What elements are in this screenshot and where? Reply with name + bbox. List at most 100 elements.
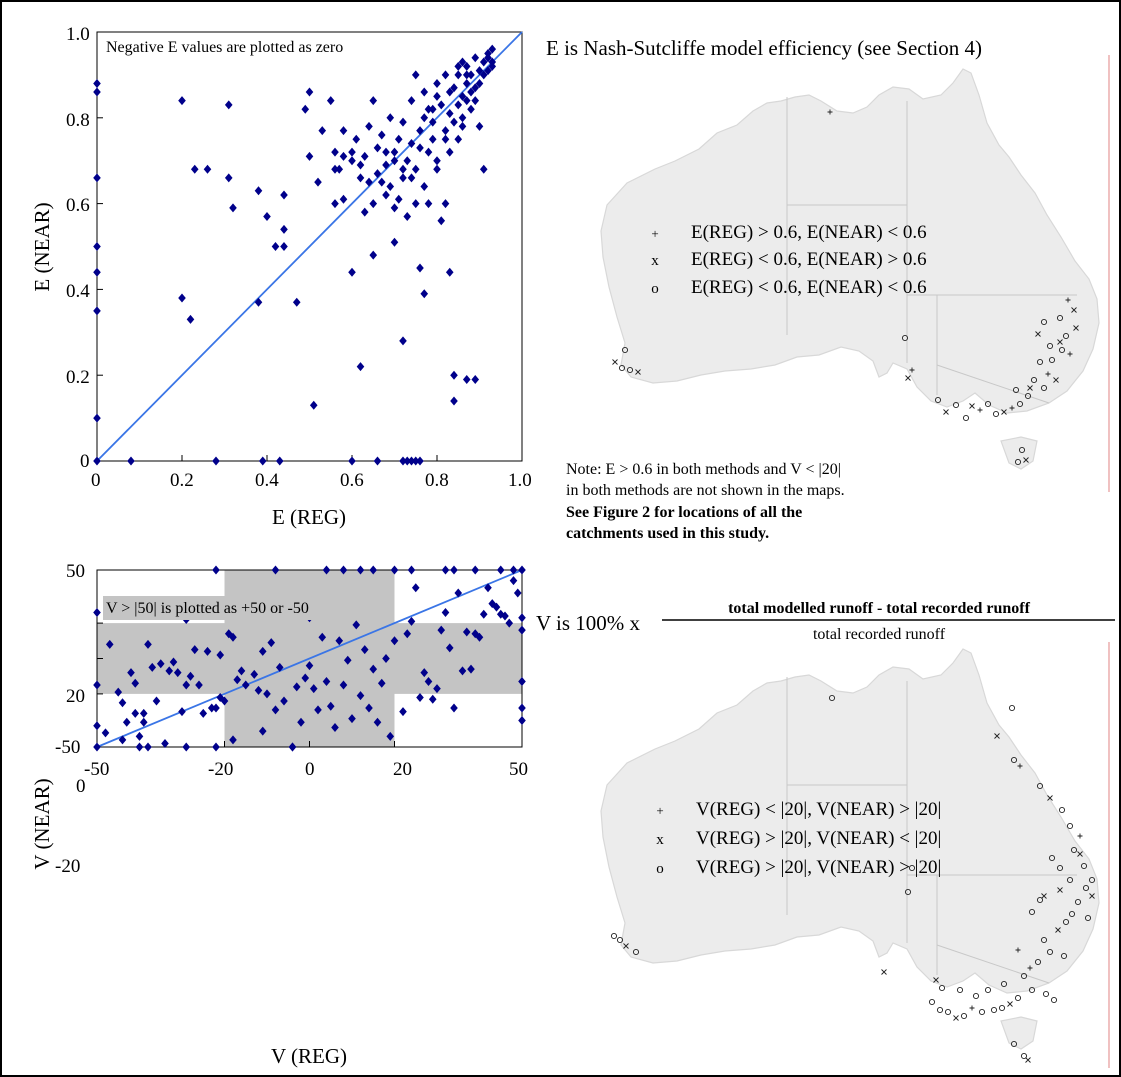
e-data-point bbox=[178, 96, 186, 106]
v-data-point bbox=[509, 576, 518, 586]
e-data-point bbox=[475, 121, 484, 131]
e-data-point bbox=[93, 306, 101, 316]
v-data-point bbox=[356, 565, 365, 575]
catchment-marker-circle bbox=[1048, 356, 1056, 364]
v-data-point bbox=[475, 632, 484, 642]
e-data-point bbox=[382, 147, 390, 157]
e-data-point bbox=[326, 96, 335, 106]
v-data-point bbox=[339, 680, 348, 690]
catchment-marker-plus bbox=[827, 109, 833, 115]
catchment-marker-circle bbox=[1066, 822, 1074, 830]
e-data-point bbox=[258, 456, 267, 466]
catchment-marker-circle bbox=[952, 401, 960, 409]
catchment-marker-cross bbox=[943, 409, 949, 415]
catchment-marker-circle bbox=[1046, 342, 1054, 350]
top-map-title: E is Nash-Sutcliffe model efficiency (se… bbox=[546, 36, 982, 60]
catchment-marker-circle bbox=[1040, 384, 1048, 392]
e-data-point bbox=[339, 151, 348, 161]
tasmania bbox=[1000, 436, 1038, 470]
catchment-marker-circle bbox=[1010, 756, 1018, 764]
catchment-marker-plus bbox=[977, 407, 983, 413]
v-data-point bbox=[135, 731, 144, 741]
v-data-point bbox=[437, 625, 446, 635]
e-data-point bbox=[356, 362, 365, 372]
v-data-point bbox=[471, 565, 480, 575]
e-data-point bbox=[275, 456, 284, 466]
v-data-point bbox=[513, 588, 522, 598]
v-data-point bbox=[335, 636, 344, 646]
e-data-point bbox=[420, 289, 429, 299]
v-data-point bbox=[390, 565, 399, 575]
catchment-marker-circle bbox=[1036, 896, 1044, 904]
v-data-point bbox=[186, 671, 195, 681]
e-data-point bbox=[403, 156, 412, 166]
v-x-tick-label: 20 bbox=[393, 759, 412, 780]
bottom-map-legend: + V(REG) < |20|, V(NEAR) > |20| x V(REG)… bbox=[656, 799, 941, 878]
v-data-point bbox=[343, 655, 352, 665]
v-data-point bbox=[467, 664, 475, 674]
e-data-point bbox=[399, 456, 407, 466]
e-data-point bbox=[407, 173, 416, 183]
v-data-point bbox=[518, 565, 526, 575]
e-data-point bbox=[467, 87, 475, 97]
catchment-marker-circle bbox=[1014, 458, 1022, 466]
e-data-point bbox=[458, 113, 467, 123]
e-data-point bbox=[178, 293, 186, 303]
v-data-point bbox=[161, 738, 169, 748]
e-y-tick-label: 0 bbox=[80, 451, 90, 472]
v-annotation-box bbox=[103, 596, 375, 620]
e-data-point bbox=[454, 134, 463, 144]
v-data-point bbox=[331, 723, 339, 733]
e-data-point bbox=[390, 147, 399, 157]
e-data-point bbox=[352, 134, 361, 144]
e-data-point bbox=[394, 134, 403, 144]
v-data-point bbox=[420, 668, 429, 678]
e-data-point bbox=[229, 203, 237, 213]
e-data-point bbox=[377, 177, 386, 187]
e-data-point bbox=[475, 78, 484, 88]
e-data-point bbox=[488, 57, 497, 67]
e-data-point bbox=[280, 242, 288, 251]
bottom-australia-map bbox=[600, 648, 1100, 1050]
e-data-point bbox=[254, 297, 263, 307]
v-data-point bbox=[105, 639, 114, 649]
v-data-point bbox=[450, 565, 458, 575]
v-data-point bbox=[233, 675, 242, 685]
v-data-point bbox=[390, 636, 399, 646]
catchment-marker-circle bbox=[1058, 346, 1066, 354]
australia-mainland bbox=[600, 68, 1100, 414]
v-data-point bbox=[297, 717, 305, 727]
e-data-point bbox=[454, 61, 463, 71]
legend-x-symbol: x bbox=[651, 253, 659, 269]
v-data-point bbox=[424, 677, 433, 687]
v-data-point bbox=[292, 682, 301, 692]
catchment-marker-circle bbox=[1036, 782, 1044, 790]
v-data-point bbox=[492, 602, 501, 612]
legend-x-text: V(REG) > |20|, V(NEAR) < |20| bbox=[696, 828, 941, 849]
v-data-point bbox=[382, 654, 390, 663]
catchment-marker-circle bbox=[1034, 958, 1042, 966]
e-data-point bbox=[399, 164, 407, 174]
nsw-vic-border bbox=[936, 944, 1050, 984]
e-data-point bbox=[420, 87, 429, 97]
v-data-point bbox=[373, 717, 382, 727]
e-data-point bbox=[441, 70, 450, 80]
catchment-marker-circle bbox=[1048, 854, 1056, 862]
catchment-marker-circle bbox=[1040, 936, 1048, 944]
v-x-tick-label: 50 bbox=[509, 759, 528, 780]
v-data-point bbox=[403, 629, 412, 639]
v-data-point bbox=[165, 666, 174, 676]
catchment-marker-cross bbox=[1089, 893, 1095, 899]
v-data-point bbox=[271, 565, 280, 575]
e-data-point bbox=[190, 164, 199, 174]
e-data-point bbox=[254, 186, 263, 196]
v-data-point bbox=[250, 669, 259, 679]
catchment-marker-circle bbox=[1016, 400, 1024, 408]
v-data-point bbox=[212, 742, 220, 752]
e-data-point bbox=[369, 250, 378, 260]
v-y-tick-label: -50 bbox=[55, 737, 80, 758]
catchment-marker-circle bbox=[984, 986, 992, 994]
e-data-point bbox=[360, 151, 369, 161]
catchment-marker-cross bbox=[612, 359, 618, 365]
